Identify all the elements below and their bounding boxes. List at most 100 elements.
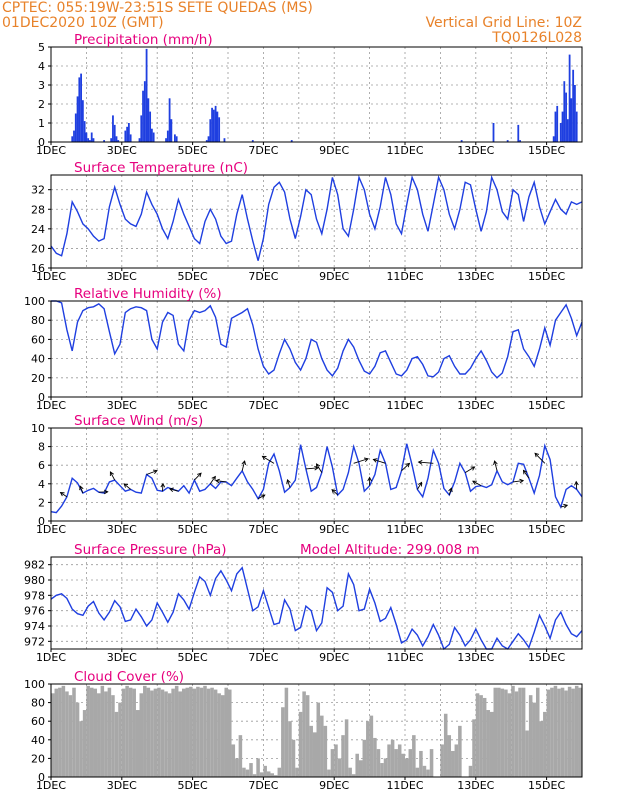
cloud-bar bbox=[380, 763, 384, 777]
cloud-bar bbox=[497, 687, 501, 777]
cloud-bar bbox=[373, 737, 377, 777]
cloud-bar bbox=[167, 693, 172, 777]
precip-bar bbox=[80, 73, 82, 142]
x-tick-label: 1DEC bbox=[36, 523, 66, 536]
precip-bar bbox=[517, 124, 520, 142]
cloud-bar bbox=[65, 691, 69, 777]
precip-bar bbox=[223, 138, 226, 142]
cloud-bar bbox=[337, 758, 342, 777]
x-tick-label: 9DEC bbox=[319, 399, 349, 412]
wind-arrow bbox=[534, 452, 546, 464]
panel-title: Surface Pressure (hPa) bbox=[74, 542, 227, 558]
y-tick-label: 972 bbox=[24, 635, 45, 648]
y-tick-label: 4 bbox=[38, 60, 45, 73]
wind-arrow-head bbox=[367, 476, 372, 482]
cloud-bar bbox=[242, 767, 246, 777]
y-tick-label: 20 bbox=[31, 752, 45, 765]
cloud-bar bbox=[128, 687, 133, 777]
wind-arrow-head bbox=[160, 482, 166, 488]
wind-arrow-head bbox=[109, 471, 114, 477]
cloud-bar bbox=[362, 739, 367, 777]
cloud-bar bbox=[295, 767, 299, 777]
cloud-bar bbox=[259, 772, 264, 777]
wind-arrow bbox=[448, 487, 452, 496]
cloud-bar bbox=[93, 688, 98, 777]
precip-bar bbox=[150, 128, 153, 142]
y-tick-label: 0 bbox=[38, 771, 45, 784]
precip-bar bbox=[103, 140, 105, 142]
cloud-bar bbox=[564, 690, 568, 777]
wind-arrow bbox=[472, 480, 482, 487]
cloud-bar bbox=[277, 767, 282, 777]
cloud-bar bbox=[383, 758, 388, 777]
precip-bar bbox=[76, 96, 79, 142]
x-tick-label: 1DEC bbox=[36, 779, 66, 792]
x-tick-label: 5DEC bbox=[178, 779, 208, 792]
cloud-bar bbox=[224, 687, 228, 777]
panel-title: Cloud Cover (%) bbox=[74, 669, 184, 685]
precip-bar bbox=[492, 123, 495, 142]
cloud-bar bbox=[351, 774, 356, 777]
y-tick-label: 100 bbox=[24, 295, 45, 308]
x-tick-label: 1DEC bbox=[36, 270, 66, 283]
x-tick-label: 5DEC bbox=[178, 144, 208, 157]
model-altitude: Model Altitude: 299.008 m bbox=[300, 542, 480, 558]
y-tick-label: 20 bbox=[31, 372, 45, 385]
cloud-bar bbox=[263, 765, 267, 777]
cloud-bar bbox=[274, 775, 278, 777]
station-header: CPTEC: 055:19W-23:51S SETE QUEDAS (MS) bbox=[2, 0, 313, 16]
precip-bar bbox=[207, 136, 210, 142]
precip-bar bbox=[143, 81, 146, 142]
cloud-bar bbox=[366, 721, 370, 777]
cloud-bar bbox=[199, 687, 204, 777]
cloud-bar bbox=[178, 691, 182, 777]
wind-arrow-head bbox=[563, 503, 569, 509]
wind-arrow bbox=[60, 492, 68, 498]
wind-arrow bbox=[401, 463, 410, 472]
precip-bar bbox=[115, 136, 118, 142]
x-tick-label: 11DEC bbox=[386, 399, 423, 412]
cloud-bar bbox=[567, 686, 572, 777]
wind-arrow bbox=[123, 483, 131, 490]
cloud-bar bbox=[397, 744, 402, 777]
cloud-bar bbox=[228, 689, 232, 777]
y-tick-label: 4 bbox=[38, 478, 45, 491]
cloud-bar bbox=[415, 767, 420, 777]
cloud-bar bbox=[369, 715, 374, 777]
panel-1 bbox=[48, 174, 583, 271]
wind-arrow bbox=[262, 455, 275, 464]
cloud-bar bbox=[86, 685, 90, 777]
x-tick-label: 7DEC bbox=[248, 651, 278, 664]
y-tick-label: 978 bbox=[24, 589, 45, 602]
cloud-bar bbox=[111, 695, 115, 777]
y-tick-label: 80 bbox=[31, 314, 45, 327]
x-tick-label: 11DEC bbox=[386, 779, 423, 792]
precip-bar bbox=[211, 107, 213, 142]
panel-frame bbox=[50, 174, 583, 269]
wind-arrow bbox=[287, 479, 291, 488]
cloud-bar bbox=[468, 765, 473, 777]
x-tick-label: 13DEC bbox=[457, 144, 494, 157]
wind-arrow bbox=[110, 471, 116, 481]
x-tick-label: 15DEC bbox=[528, 144, 565, 157]
wind-arrow bbox=[512, 480, 524, 483]
cloud-bar bbox=[472, 719, 476, 777]
cloud-bar bbox=[309, 725, 313, 777]
wind-arrow bbox=[464, 466, 475, 474]
cloud-bar bbox=[387, 744, 391, 777]
cloud-bar bbox=[139, 693, 144, 777]
cloud-bar bbox=[422, 765, 427, 777]
cloud-bar bbox=[174, 685, 179, 777]
y-tick-label: 8 bbox=[38, 441, 45, 454]
cloud-bar bbox=[79, 721, 83, 777]
panel-title: Relative Humidity (%) bbox=[74, 286, 222, 302]
cloud-bar bbox=[408, 749, 413, 777]
wind-arrow-head bbox=[152, 469, 158, 474]
precip-bar bbox=[129, 134, 132, 142]
cloud-bar bbox=[118, 702, 122, 777]
precip-bar bbox=[570, 98, 573, 142]
wind-arrow-head bbox=[448, 487, 453, 493]
cloud-bar bbox=[181, 688, 186, 777]
cloud-bar bbox=[535, 687, 540, 777]
wind-arrow bbox=[241, 460, 246, 471]
